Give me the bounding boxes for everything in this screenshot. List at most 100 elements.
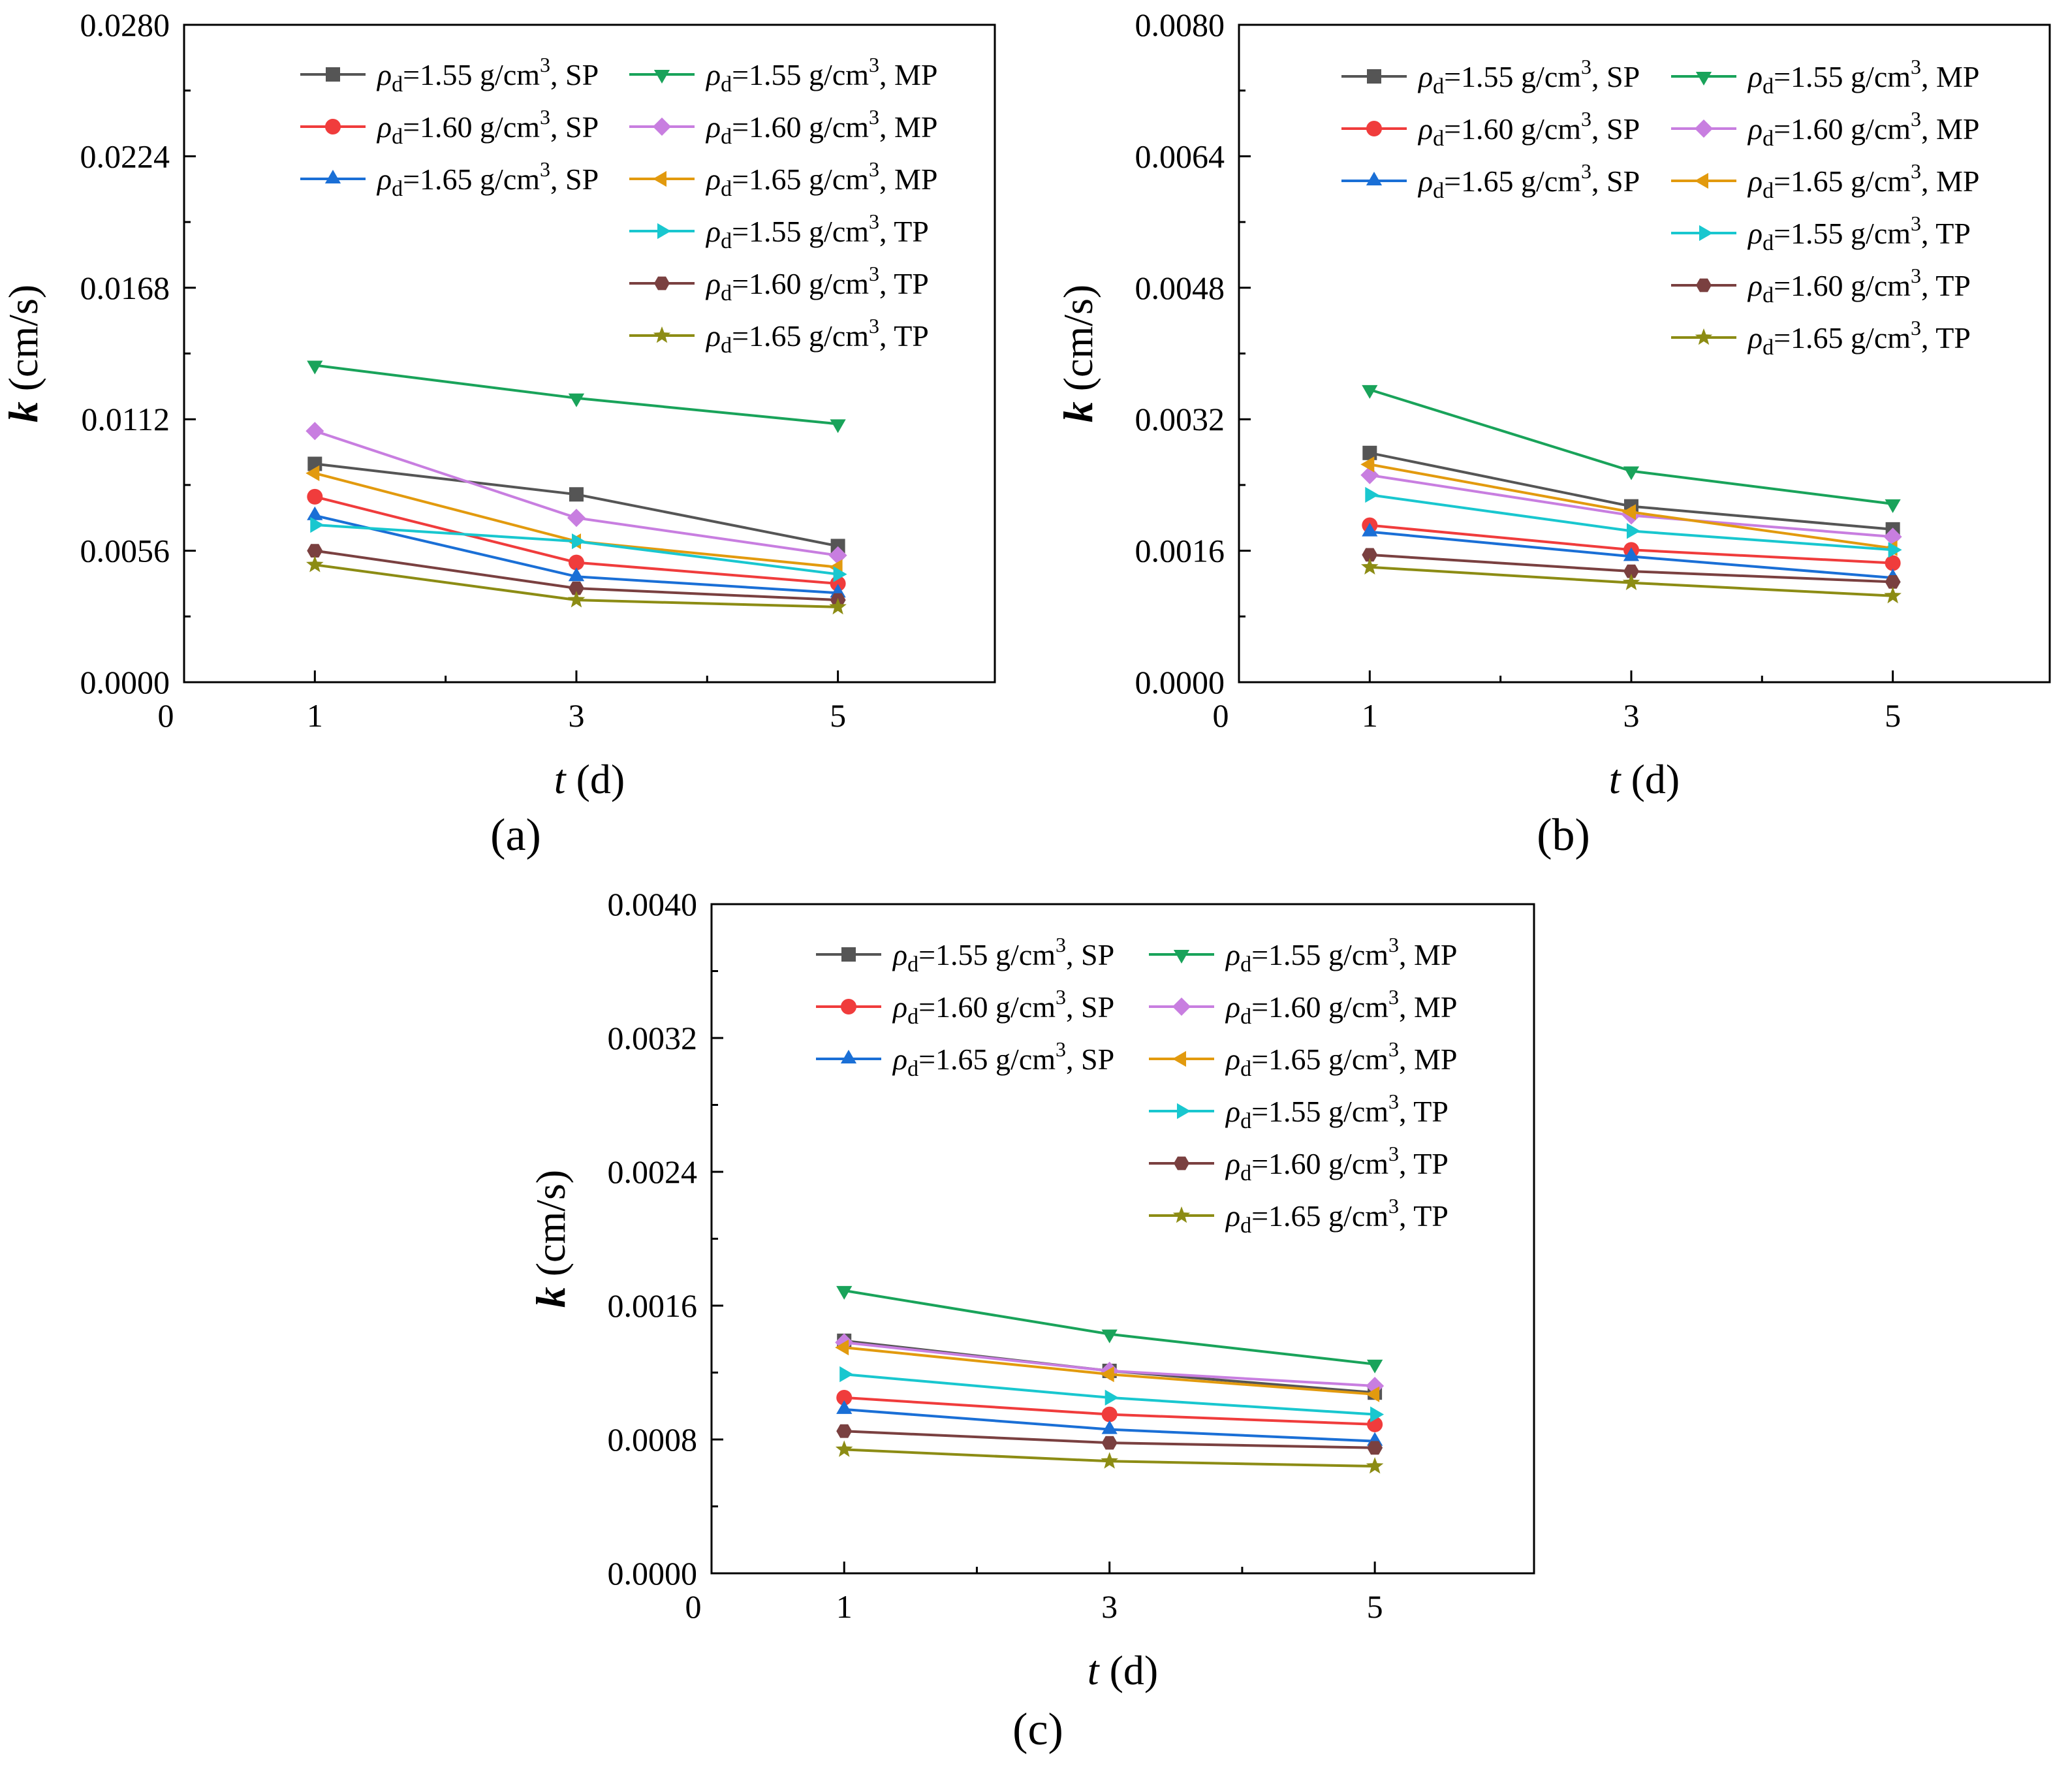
legend-subscript: d — [1762, 127, 1774, 151]
y-tick-label: 0.0064 — [1135, 138, 1225, 174]
x-tick-label: 0 — [1213, 697, 1229, 734]
y-tick-label: 0.0032 — [1135, 401, 1225, 437]
legend-marker — [1174, 1156, 1189, 1171]
data-point — [1627, 523, 1640, 539]
legend-item: ρd=1.60 g/cm3, SP — [816, 985, 1114, 1029]
legend-subscript: d — [392, 125, 403, 149]
legend-value: 1.65 — [1461, 165, 1514, 198]
legend-value: 1.65 — [749, 319, 802, 353]
y-axis-variable: k — [0, 401, 46, 422]
legend-item: ρd=1.60 g/cm3, MP — [1149, 985, 1458, 1029]
legend-unit: g/cm — [995, 990, 1056, 1024]
legend-unit: g/cm — [1328, 1147, 1388, 1180]
legend-value: 1.55 — [1791, 217, 1843, 250]
series-tp-155 — [1365, 486, 1902, 558]
legend-label: ρd=1.60 g/cm3, SP — [376, 105, 599, 149]
legend-symbol: ρ — [1747, 321, 1762, 354]
legend-label: ρd=1.60 g/cm3, TP — [1747, 264, 1971, 307]
y-axis-unit: (cm/s) — [527, 1170, 574, 1277]
legend-label: ρd=1.65 g/cm3, SP — [1417, 159, 1640, 203]
legend-symbol: ρ — [1225, 1043, 1240, 1076]
legend-pack: SP — [1606, 60, 1640, 93]
legend-item: ρd=1.65 g/cm3, MP — [1149, 1037, 1458, 1081]
legend-pack: SP — [565, 163, 599, 196]
y-axis-title: k (cm/s) — [0, 285, 46, 423]
x-axis-variable: t — [1088, 1647, 1101, 1693]
legend-unit: g/cm — [1521, 165, 1581, 198]
legend-marker — [1367, 69, 1381, 84]
legend-superscript: 3 — [869, 157, 879, 181]
legend-marker — [1172, 1206, 1191, 1223]
legend-label: ρd=1.60 g/cm3, SP — [1417, 107, 1640, 151]
legend-label: ρd=1.65 g/cm3, TP — [705, 314, 929, 358]
legend-value: 1.60 — [749, 267, 802, 300]
legend-symbol: ρ — [1747, 269, 1762, 302]
legend-superscript: 3 — [1911, 316, 1921, 339]
y-tick-label: 0.0032 — [608, 1020, 698, 1056]
legend-superscript: 3 — [1388, 985, 1399, 1009]
series-line — [314, 514, 838, 595]
legend-marker — [840, 1050, 857, 1063]
legend-superscript: 3 — [1581, 107, 1591, 131]
legend-item: ρd=1.55 g/cm3, SP — [300, 53, 599, 97]
legend-label: ρd=1.55 g/cm3, MP — [1747, 55, 1980, 99]
legend-superscript: 3 — [1911, 55, 1921, 78]
legend-value: 1.55 — [935, 938, 988, 971]
legend-superscript: 3 — [1388, 1037, 1399, 1061]
legend-subscript: d — [1240, 1109, 1251, 1133]
legend-symbol: ρ — [1747, 217, 1762, 250]
legend-pack: MP — [894, 110, 937, 144]
data-point — [1101, 1452, 1118, 1469]
legend-symbol: ρ — [892, 990, 907, 1024]
legend-label: ρd=1.55 g/cm3, TP — [705, 210, 929, 253]
x-tick-label: 3 — [1623, 697, 1639, 734]
legend-symbol: ρ — [1417, 165, 1433, 198]
legend-superscript: 3 — [540, 157, 550, 181]
y-tick-label: 0.0016 — [1135, 533, 1225, 569]
legend-value: 1.65 — [749, 163, 802, 196]
legend-symbol: ρ — [892, 938, 907, 971]
data-point — [829, 597, 847, 615]
series-line — [843, 1289, 1375, 1366]
legend-marker — [653, 326, 671, 343]
legend-superscript: 3 — [1581, 55, 1591, 78]
data-point — [1367, 1441, 1383, 1455]
legend-superscript: 3 — [1581, 159, 1591, 183]
legend-pack: TP — [1935, 217, 1971, 250]
legend: ρd=1.55 g/cm3, SP ρd=1.60 g/cm3, SP ρd=1.6… — [300, 53, 938, 358]
data-point — [568, 393, 585, 407]
x-tick-label: 5 — [1367, 1588, 1383, 1625]
data-point — [1623, 466, 1640, 480]
chart-panel-a: 0.0000 0.0056 0.0112 0.0168 0.0224 0.0280 0 1 3 5… — [0, 7, 996, 860]
x-tick-label: 1 — [1362, 697, 1378, 734]
series-mp-155 — [1362, 385, 1901, 513]
y-axis-unit: (cm/s) — [1055, 285, 1101, 392]
legend-superscript: 3 — [1911, 212, 1921, 235]
legend-unit: g/cm — [995, 1043, 1056, 1076]
legend-value: 1.60 — [420, 110, 473, 144]
legend-item: ρd=1.55 g/cm3, SP — [816, 933, 1114, 977]
legend-marker — [1695, 328, 1713, 345]
x-axis-unit: (d) — [576, 756, 625, 802]
legend-symbol: ρ — [705, 58, 721, 91]
legend-symbol: ρ — [705, 319, 721, 353]
legend-item: ρd=1.60 g/cm3, TP — [1149, 1142, 1449, 1186]
data-point — [307, 506, 323, 520]
legend-label: ρd=1.55 g/cm3, TP — [1747, 212, 1971, 255]
legend-pack: MP — [1936, 165, 1979, 198]
x-tick-label: 5 — [1885, 697, 1901, 734]
x-tick-label: 1 — [836, 1588, 853, 1625]
x-tick-label: 3 — [568, 697, 584, 734]
y-tick-label: 0.0080 — [1135, 7, 1225, 43]
legend-superscript: 3 — [1056, 933, 1066, 956]
legend-item: ρd=1.60 g/cm3, SP — [300, 105, 599, 149]
legend-marker — [1695, 119, 1713, 138]
series-sp-160 — [307, 488, 846, 591]
data-point — [1365, 486, 1379, 503]
series-tp-165 — [1361, 558, 1902, 604]
x-axis-unit: (d) — [1631, 756, 1680, 802]
data-point — [1362, 548, 1378, 562]
legend-unit: g/cm — [1328, 938, 1388, 971]
legend-value: 1.65 — [1268, 1043, 1321, 1076]
series-tp-155 — [839, 1366, 1385, 1423]
